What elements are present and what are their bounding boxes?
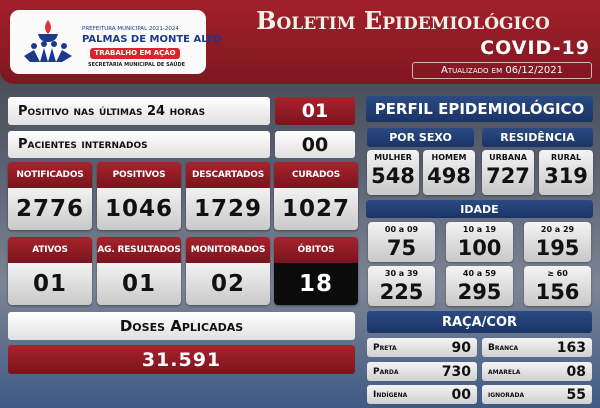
perfil-idade-3-value: 225 — [379, 280, 424, 304]
card-ativos: ATIVOS 01 — [8, 237, 92, 305]
perfil-title: PERFIL EPIDEMIOLÓGICO — [366, 96, 593, 122]
perfil-idade-0-label: 00 a 09 — [384, 225, 419, 234]
card-label: ÓBITOS — [274, 237, 358, 263]
sexo-mulher: MULHER 548 — [367, 150, 419, 195]
perfil-sexo-1-label: HOMEM — [431, 153, 467, 162]
raca-title: RAÇA/COR — [367, 311, 592, 333]
perfil-raca-0-value: 90 — [451, 339, 471, 356]
card-value: 01 — [8, 263, 92, 305]
summary-value-positivo: 01 — [275, 97, 355, 125]
raca-item: Branca 163 — [482, 338, 592, 357]
card-value: 01 — [97, 263, 181, 305]
perfil-raca-2-label: Parda — [373, 366, 399, 377]
perfil-raca-2-value: 730 — [441, 363, 471, 380]
card-value: 1027 — [274, 188, 358, 230]
perfil-idade-1-value: 100 — [457, 236, 502, 260]
card-value: 2776 — [8, 188, 92, 230]
card-label: POSITIVOS — [97, 162, 181, 188]
card-value: 18 — [274, 263, 358, 305]
perfil-residencia-1-label: RURAL — [550, 153, 582, 162]
residencia-rural: RURAL 319 — [539, 150, 593, 195]
raca-item: Indígena 00 — [367, 385, 477, 404]
card-label: DESCARTADOS — [186, 162, 270, 188]
logo-line4: SECRETARIA MUNICIPAL DE SAÚDE — [88, 62, 186, 68]
perfil-raca-0-label: Preta — [373, 342, 397, 353]
summary-label-positivo: Positivo nas últimas 24 horas — [8, 97, 270, 125]
card-label: MONITORADOS — [186, 237, 270, 263]
idade-item: ≥ 60 156 — [524, 266, 591, 306]
card-label: AG. RESULTADOS — [97, 237, 181, 263]
logo-line3: TRABALHO EM AÇÃO — [90, 48, 180, 59]
summary-value-internados: 00 — [275, 131, 355, 158]
page-title: Boletim Epidemiológico — [256, 6, 550, 35]
perfil-sexo-1-value: 498 — [427, 164, 471, 188]
page-subtitle: COVID-19 — [480, 37, 590, 59]
perfil-sexo-0-value: 548 — [371, 164, 415, 188]
doses-value: 31.591 — [8, 345, 355, 374]
logo: PREFEITURA MUNICIPAL 2021-2024 PALMAS DE… — [10, 10, 221, 74]
card-label: NOTIFICADOS — [8, 162, 92, 188]
perfil-residencia-1-value: 319 — [544, 164, 588, 188]
perfil-raca-1-value: 163 — [556, 339, 586, 356]
card-curados: CURADOS 1027 — [274, 162, 358, 230]
sexo-homem: HOMEM 498 — [423, 150, 475, 195]
card-value: 1729 — [186, 188, 270, 230]
perfil-idade-2-label: 20 a 29 — [540, 225, 575, 234]
perfil-idade-2-value: 195 — [535, 236, 580, 260]
summary-label-internados: Pacientes internados — [8, 131, 270, 158]
raca-item: Preta 90 — [367, 338, 477, 357]
residencia-urbana: URBANA 727 — [482, 150, 534, 195]
perfil-idade-0-value: 75 — [386, 236, 417, 260]
logo-emblem-icon — [24, 20, 72, 62]
card-label: ATIVOS — [8, 237, 92, 263]
perfil-idade-5-value: 156 — [535, 280, 580, 304]
card-descartados: DESCARTADOS 1729 — [186, 162, 270, 230]
perfil-sexo-0-label: MULHER — [374, 153, 412, 162]
perfil-raca-5-value: 55 — [566, 386, 586, 403]
idade-item: 10 a 19 100 — [446, 222, 513, 262]
sexo-title: POR SEXO — [367, 128, 474, 147]
raca-item: amarela 08 — [482, 362, 592, 381]
card-positivos: POSITIVOS 1046 — [97, 162, 181, 230]
card-notificados: NOTIFICADOS 2776 — [8, 162, 92, 230]
doses-label: Doses Aplicadas — [8, 312, 355, 340]
perfil-raca-4-value: 00 — [451, 386, 471, 403]
idade-item: 20 a 29 195 — [524, 222, 591, 262]
card-ag-resultados: AG. RESULTADOS 01 — [97, 237, 181, 305]
card-value: 1046 — [97, 188, 181, 230]
perfil-residencia-0-label: URBANA — [489, 153, 527, 162]
perfil-idade-5-label: ≥ 60 — [547, 269, 568, 278]
card-value: 02 — [186, 263, 270, 305]
card-monitorados: MONITORADOS 02 — [186, 237, 270, 305]
updated-date: Atualizado em 06/12/2021 — [412, 62, 592, 79]
perfil-idade-4-label: 40 a 59 — [462, 269, 497, 278]
card-obitos: ÓBITOS 18 — [274, 237, 358, 305]
logo-line2: PALMAS DE MONTE ALTO — [82, 34, 222, 45]
perfil-residencia-0-value: 727 — [486, 164, 530, 188]
perfil-raca-4-label: Indígena — [373, 389, 408, 400]
residencia-title: RESIDÊNCIA — [482, 128, 593, 147]
perfil-raca-3-label: amarela — [488, 366, 521, 377]
idade-item: 40 a 59 295 — [446, 266, 513, 306]
perfil-raca-5-label: ignorada — [488, 389, 525, 400]
idade-title: IDADE — [366, 200, 593, 218]
idade-item: 30 a 39 225 — [368, 266, 435, 306]
perfil-raca-3-value: 08 — [566, 363, 586, 380]
perfil-raca-1-label: Branca — [488, 342, 519, 353]
raca-item: Parda 730 — [367, 362, 477, 381]
perfil-idade-4-value: 295 — [457, 280, 502, 304]
card-label: CURADOS — [274, 162, 358, 188]
idade-item: 00 a 09 75 — [368, 222, 435, 262]
logo-line1: PREFEITURA MUNICIPAL 2021-2024 — [82, 26, 179, 32]
raca-item: ignorada 55 — [482, 385, 592, 404]
perfil-idade-1-label: 10 a 19 — [462, 225, 497, 234]
perfil-idade-3-label: 30 a 39 — [384, 269, 419, 278]
